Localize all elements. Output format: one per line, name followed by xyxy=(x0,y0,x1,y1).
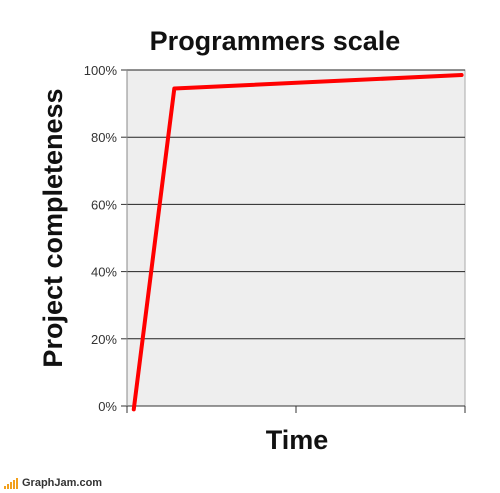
footer-branding: GraphJam.com xyxy=(4,476,102,490)
y-axis-ticks: 0% 20% 40% 60% 80% 100% xyxy=(84,63,127,414)
chart-title: Programmers scale xyxy=(150,26,401,56)
y-tick-label: 60% xyxy=(91,197,117,212)
y-tick-label: 20% xyxy=(91,332,117,347)
x-axis-label: Time xyxy=(266,425,329,455)
x-axis-ticks xyxy=(126,406,466,413)
series-line xyxy=(131,73,464,412)
y-tick-label: 0% xyxy=(98,399,117,414)
series-layer xyxy=(131,73,464,412)
y-axis-label: Project completeness xyxy=(38,88,68,367)
y-tick-label: 100% xyxy=(84,63,118,78)
y-tick-label: 80% xyxy=(91,130,117,145)
y-tick-label: 40% xyxy=(91,265,117,280)
plot-area xyxy=(126,69,466,407)
grid-lines xyxy=(127,69,465,340)
footer-site-name[interactable]: GraphJam.com xyxy=(22,477,103,489)
bar-chart-logo-icon xyxy=(4,477,18,489)
